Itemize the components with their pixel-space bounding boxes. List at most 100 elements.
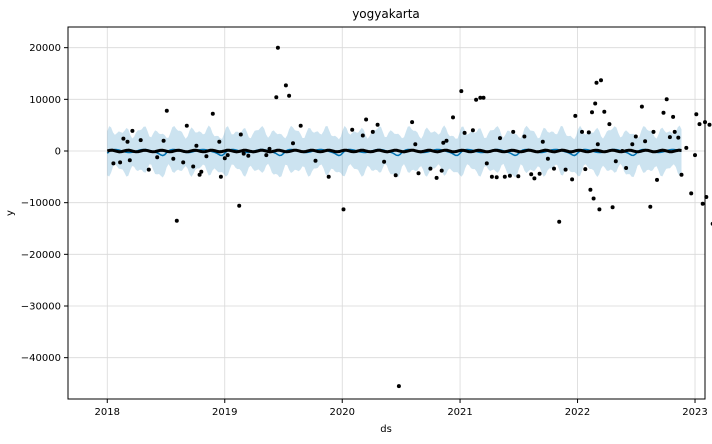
data-point [639,104,644,109]
data-point [478,95,483,100]
data-point [382,159,387,164]
data-point [484,161,489,166]
forecast-line-layer [106,148,682,157]
data-point [693,153,697,158]
data-point [597,207,602,212]
data-point [633,134,638,139]
data-point [410,120,415,125]
data-point [238,132,243,137]
points-layer [111,45,712,389]
data-point [428,166,433,171]
data-point [700,201,705,206]
tick-layer: 2018 2019 2020 2021 2022 2023 20000 10000 0 −1000… [21,43,708,418]
data-point [613,159,618,164]
data-point [246,153,251,158]
data-point [522,134,527,139]
data-point [146,167,151,172]
data-point [689,191,694,196]
data-point [341,207,346,212]
data-point [181,160,186,165]
data-point [444,138,449,143]
data-point [583,167,588,172]
data-point [161,138,166,143]
data-point [655,177,659,182]
data-point [516,174,521,179]
data-point [593,101,598,106]
y-tick-label: −10000 [21,198,61,209]
data-point [274,95,279,100]
data-point [624,166,629,170]
data-point [573,113,578,118]
data-point [364,117,369,122]
data-point [111,161,116,166]
data-point [470,128,475,133]
data-point [210,111,215,116]
data-point [462,130,467,135]
data-point [679,172,684,177]
data-point [413,142,418,147]
x-tick-label: 2023 [682,407,707,418]
data-point [563,167,568,172]
x-axis-label: ds [380,424,392,435]
data-point [545,156,550,161]
data-point [155,155,160,160]
x-tick-label: 2022 [565,407,590,418]
data-point [588,187,593,192]
data-point [225,153,230,158]
data-point [667,135,672,140]
data-point [241,151,246,156]
data-point [121,136,126,141]
data-point [171,156,176,161]
data-point [283,83,288,88]
data-point [672,129,677,134]
data-point [537,171,542,176]
data-point [267,146,272,151]
data-point [375,122,380,127]
data-point [498,136,502,141]
data-point [434,175,439,180]
data-point [694,112,699,117]
data-point [350,127,355,132]
data-point [370,129,375,134]
y-tick-label: 20000 [29,43,61,54]
data-point [620,149,625,153]
data-point [439,168,444,173]
data-point [590,110,594,115]
data-point [599,78,603,83]
x-tick-label: 2020 [330,407,355,418]
data-point [396,384,401,389]
data-point [204,154,209,159]
grid-layer [68,27,705,399]
x-tick-label: 2018 [95,407,120,418]
data-point [489,174,494,179]
data-point [264,153,269,158]
data-point [707,122,712,127]
x-tick-label: 2021 [447,407,472,418]
data-point [586,130,591,135]
data-point [222,156,227,161]
data-point [194,143,199,148]
y-tick-label: 10000 [29,95,61,106]
data-point [502,174,507,179]
data-point [557,219,562,224]
data-point [125,139,130,144]
data-point [217,139,222,144]
data-point [174,218,179,223]
data-point [511,129,516,134]
data-point [532,176,537,181]
y-tick-label: 0 [55,147,61,158]
data-point [138,138,143,143]
observed-dense-cluster [106,148,682,154]
data-point [684,145,689,150]
data-point [287,93,292,98]
data-point [275,45,280,50]
data-point [507,173,512,178]
y-tick-label: −30000 [21,302,61,313]
data-point [441,140,446,145]
chart-title: yogyakarta [352,7,420,21]
data-point [118,160,123,165]
data-point [481,95,486,100]
data-point [651,129,656,134]
data-point [661,110,666,115]
